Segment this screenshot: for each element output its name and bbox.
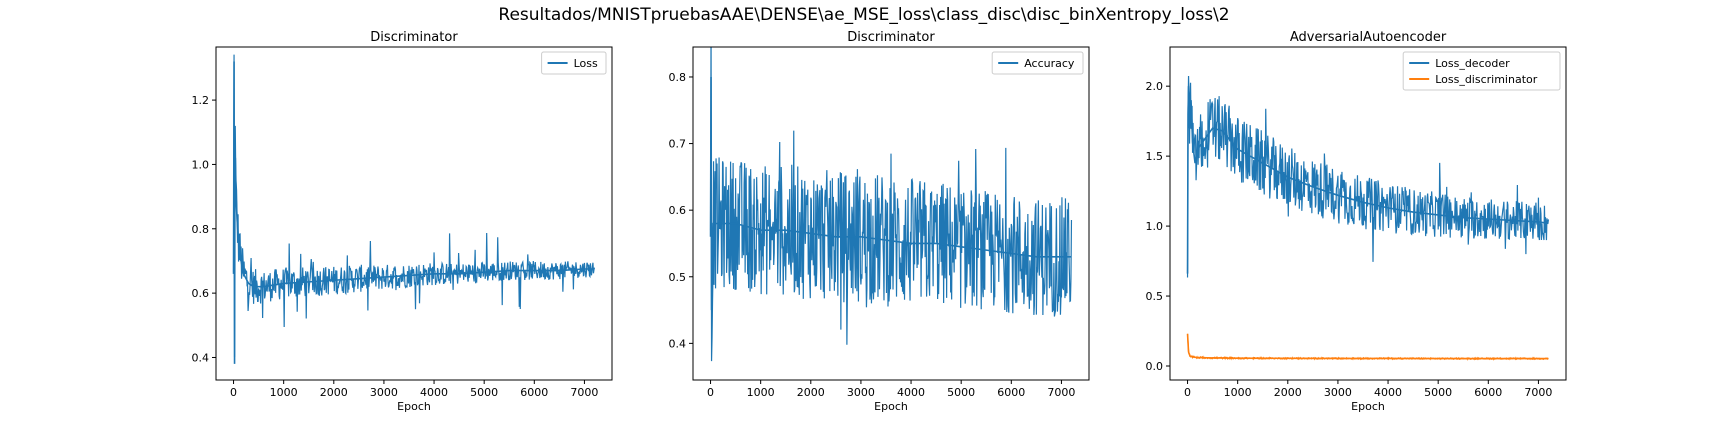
chart-panel-3: AdversarialAutoencoder 0 1000 2000 3000 4000 5… bbox=[1146, 30, 1567, 413]
legend-label: Loss bbox=[574, 57, 598, 70]
x-tick-label: 3000 bbox=[847, 386, 875, 399]
x-tick-label: 2000 bbox=[320, 386, 348, 399]
x-tick-label: 1000 bbox=[747, 386, 775, 399]
chart-title: Discriminator bbox=[847, 30, 935, 45]
chart-title: AdversarialAutoencoder bbox=[1290, 30, 1447, 45]
series-trend-1 bbox=[1186, 86, 1549, 274]
series-line-2 bbox=[1186, 333, 1549, 361]
x-tick-label: 5000 bbox=[470, 386, 498, 399]
x-tick-label: 7000 bbox=[1524, 386, 1552, 399]
series-line-1 bbox=[232, 54, 596, 357]
series-trend-2 bbox=[1186, 333, 1549, 360]
chart-title: Discriminator bbox=[370, 30, 458, 45]
legend-box bbox=[1402, 51, 1561, 91]
x-tick-label: 6000 bbox=[1474, 386, 1502, 399]
x-tick-label: 3000 bbox=[1324, 386, 1352, 399]
y-tick-label: 0.4 bbox=[192, 351, 210, 364]
y-tick-label: 0.7 bbox=[669, 138, 687, 151]
legend: Loss_decoder Loss_discriminator bbox=[1402, 51, 1561, 91]
legend: Accuracy bbox=[991, 51, 1084, 75]
x-tick-label: 5000 bbox=[1424, 386, 1452, 399]
chart-panel-2: Discriminator 0 1000 2000 3000 4000 5000 6000 70… bbox=[669, 30, 1090, 413]
legend-box bbox=[541, 51, 607, 75]
series-line-1 bbox=[709, 47, 1073, 362]
y-tick-label: 0.6 bbox=[669, 204, 687, 217]
series-line-1 bbox=[1186, 76, 1550, 278]
x-tick-label: 4000 bbox=[897, 386, 925, 399]
y-tick-label: 1.2 bbox=[192, 94, 210, 107]
plot-frame bbox=[692, 46, 1090, 381]
legend-label: Accuracy bbox=[1024, 57, 1075, 70]
x-tick-label: 1000 bbox=[270, 386, 298, 399]
y-tick-label: 1.0 bbox=[192, 158, 210, 171]
plot-frame bbox=[1169, 46, 1567, 381]
legend-label: Loss_decoder bbox=[1435, 57, 1510, 70]
x-tick-label: 7000 bbox=[1047, 386, 1075, 399]
x-tick-label: 0 bbox=[1184, 386, 1191, 399]
x-tick-label: 4000 bbox=[1374, 386, 1402, 399]
x-tick-label: 2000 bbox=[797, 386, 825, 399]
legend: Loss bbox=[541, 51, 607, 75]
x-tick-label: 6000 bbox=[520, 386, 548, 399]
x-tick-label: 3000 bbox=[370, 386, 398, 399]
x-tick-label: 5000 bbox=[947, 386, 975, 399]
chart-panel-1: Discriminator 0 1000 2000 3000 4000 5000 6000 70… bbox=[192, 30, 613, 413]
plot-frame bbox=[215, 46, 613, 381]
x-tick-label: 7000 bbox=[570, 386, 598, 399]
legend-label: Loss_discriminator bbox=[1435, 73, 1538, 86]
x-tick-label: 0 bbox=[707, 386, 714, 399]
y-tick-label: 0.4 bbox=[669, 337, 687, 350]
y-tick-label: 0.0 bbox=[1146, 360, 1164, 373]
y-tick-label: 2.0 bbox=[1146, 80, 1164, 93]
series-trend-1 bbox=[232, 61, 595, 364]
y-tick-label: 0.5 bbox=[1146, 290, 1164, 303]
y-tick-label: 0.8 bbox=[669, 71, 687, 84]
x-tick-label: 1000 bbox=[1224, 386, 1252, 399]
x-axis-label: Epoch bbox=[874, 400, 908, 413]
y-tick-label: 1.0 bbox=[1146, 220, 1164, 233]
x-tick-label: 0 bbox=[230, 386, 237, 399]
x-tick-label: 2000 bbox=[1274, 386, 1302, 399]
y-tick-label: 0.6 bbox=[192, 287, 210, 300]
series-trend-1 bbox=[709, 76, 1072, 311]
y-tick-label: 0.8 bbox=[192, 223, 210, 236]
x-tick-label: 4000 bbox=[420, 386, 448, 399]
x-axis-label: Epoch bbox=[1351, 400, 1385, 413]
y-tick-label: 0.5 bbox=[669, 271, 687, 284]
x-axis-label: Epoch bbox=[397, 400, 431, 413]
legend-box bbox=[991, 51, 1084, 75]
x-tick-label: 6000 bbox=[997, 386, 1025, 399]
figure-suptitle: Resultados/MNISTpruebasAAE\DENSE\ae_MSE_… bbox=[498, 5, 1230, 25]
y-tick-label: 1.5 bbox=[1146, 150, 1164, 163]
